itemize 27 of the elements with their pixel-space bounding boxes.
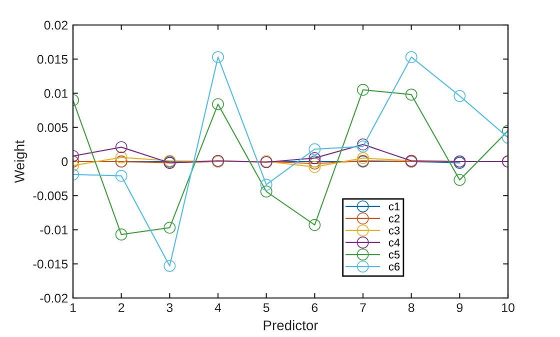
x-tick-label: 4 — [214, 303, 222, 312]
x-axis-title: Predictor — [264, 320, 318, 330]
y-tick-label: 0.005 — [37, 123, 68, 132]
legend-label: c6 — [388, 262, 400, 271]
y-tick-label: 0.02 — [44, 20, 68, 30]
x-tick-label: 1 — [70, 303, 76, 312]
x-tick-label: 9 — [456, 303, 463, 312]
legend-label: c2 — [388, 214, 400, 222]
y-tick-label: -0.01 — [40, 226, 68, 234]
x-tick-label: 10 — [502, 303, 514, 312]
legend-label: c5 — [388, 250, 400, 259]
y-tick-label: -0.02 — [40, 294, 68, 303]
y-axis-title: Weight — [14, 140, 28, 183]
legend-label: c3 — [388, 226, 400, 234]
x-tick-label: 5 — [263, 303, 270, 312]
y-tick-label: -0.015 — [33, 260, 68, 269]
y-tick-label: 0.015 — [37, 54, 68, 64]
x-tick-label: 8 — [408, 303, 414, 312]
y-tick-label: 0 — [62, 157, 68, 166]
x-tick-label: 6 — [312, 303, 318, 312]
y-tick-label: 0.01 — [44, 89, 68, 98]
y-tick-label: -0.005 — [33, 191, 68, 200]
x-tick-label: 2 — [118, 303, 124, 312]
x-tick-label: 7 — [360, 303, 366, 312]
legend-label: c4 — [388, 238, 400, 246]
legend-label: c1 — [388, 202, 400, 210]
x-tick-label: 3 — [166, 303, 173, 312]
